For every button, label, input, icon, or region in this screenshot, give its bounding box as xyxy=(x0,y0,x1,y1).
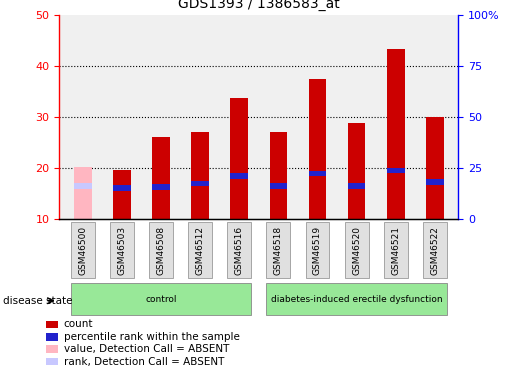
Bar xyxy=(348,183,366,189)
Bar xyxy=(74,167,92,219)
Bar xyxy=(230,98,248,219)
Bar xyxy=(71,222,95,278)
Bar xyxy=(426,179,444,185)
Text: diabetes-induced erectile dysfunction: diabetes-induced erectile dysfunction xyxy=(271,295,442,304)
Bar xyxy=(308,171,327,176)
Bar xyxy=(188,222,212,278)
Text: GSM46503: GSM46503 xyxy=(117,226,126,275)
Text: GSM46518: GSM46518 xyxy=(274,226,283,275)
Bar xyxy=(227,222,251,278)
Bar xyxy=(110,222,134,278)
Bar xyxy=(305,222,330,278)
Bar xyxy=(387,49,405,219)
Bar xyxy=(308,80,327,219)
Bar xyxy=(423,222,447,278)
Text: GSM46500: GSM46500 xyxy=(78,226,87,275)
Bar xyxy=(71,283,251,315)
Bar xyxy=(269,183,287,189)
Text: value, Detection Call = ABSENT: value, Detection Call = ABSENT xyxy=(64,344,229,354)
Bar xyxy=(266,283,447,315)
Text: GSM46516: GSM46516 xyxy=(235,226,244,275)
Bar xyxy=(269,132,287,219)
Text: disease state: disease state xyxy=(3,296,72,306)
Bar xyxy=(149,222,173,278)
Bar xyxy=(230,173,248,179)
Text: GSM46519: GSM46519 xyxy=(313,226,322,275)
Text: rank, Detection Call = ABSENT: rank, Detection Call = ABSENT xyxy=(64,357,224,366)
Text: GSM46521: GSM46521 xyxy=(391,226,400,275)
Bar xyxy=(426,117,444,219)
Text: count: count xyxy=(64,320,93,329)
Title: GDS1393 / 1386583_at: GDS1393 / 1386583_at xyxy=(178,0,340,11)
Bar xyxy=(152,137,170,219)
Text: GSM46522: GSM46522 xyxy=(431,226,439,275)
Bar xyxy=(387,168,405,173)
Bar xyxy=(348,123,366,219)
Bar xyxy=(384,222,408,278)
Bar xyxy=(191,132,209,219)
Bar xyxy=(152,184,170,190)
Bar xyxy=(113,170,131,219)
Bar xyxy=(74,183,92,189)
Text: GSM46508: GSM46508 xyxy=(157,226,165,275)
Bar xyxy=(191,181,209,186)
Text: GSM46520: GSM46520 xyxy=(352,226,361,275)
Bar xyxy=(345,222,369,278)
Bar xyxy=(113,185,131,190)
Bar xyxy=(266,222,290,278)
Text: GSM46512: GSM46512 xyxy=(196,226,204,275)
Text: percentile rank within the sample: percentile rank within the sample xyxy=(64,332,240,342)
Text: control: control xyxy=(145,295,177,304)
